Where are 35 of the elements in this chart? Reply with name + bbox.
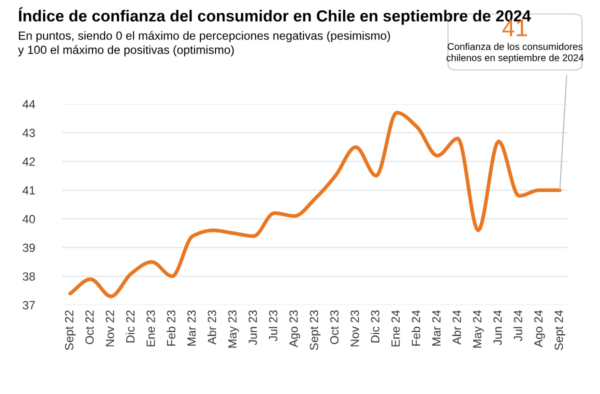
x-tick-label: May 23 xyxy=(228,310,239,348)
y-tick-label: 37 xyxy=(22,301,35,310)
x-tick-label: Jun 23 xyxy=(248,310,257,346)
x-tick-label: Feb 24 xyxy=(412,310,420,346)
y-tick-label: 42 xyxy=(22,157,35,166)
x-tick-label: Sept 22 xyxy=(64,310,76,350)
x-tick-label: Sept 23 xyxy=(310,310,321,350)
y-tick-label: 43 xyxy=(22,128,35,138)
y-tick-label: 44 xyxy=(22,100,36,108)
y-tick-label: 40 xyxy=(22,214,35,224)
annotation: Confianza de los consumidores chilenos en septiembre de 2024 xyxy=(446,42,584,64)
x-tick-label: Ene 24 xyxy=(391,310,400,346)
y-tick-label: 39 xyxy=(22,244,35,252)
x-tick-label: Abr 23 xyxy=(207,310,216,345)
x-tick-label: Ago 23 xyxy=(289,310,300,348)
x-tick-label: Jul 23 xyxy=(268,310,278,342)
x-tick-label: Oct 23 xyxy=(330,310,339,344)
x-tick-label: Feb 23 xyxy=(166,310,176,346)
x-tick-label: Mar 24 xyxy=(432,310,441,346)
x-tick-label: Dic 22 xyxy=(126,310,135,342)
chart-subtitle: En puntos, siendo 0 el máximo de percepciones negativas (pesimismo) y 100 el máximo de positivas (optimismo) xyxy=(18,31,390,56)
x-tick-label: Sept 24 xyxy=(554,310,566,350)
x-tick-label: Ene 23 xyxy=(146,310,155,346)
x-tick-label: Jun 24 xyxy=(493,310,502,346)
x-tick-label: Nov 23 xyxy=(350,310,359,346)
x-tick-label: Mar 23 xyxy=(187,310,196,346)
x-tick-label: Jul 24 xyxy=(514,310,522,342)
x-tick-label: Dic 23 xyxy=(370,310,380,342)
x-tick-label: Oct 22 xyxy=(85,310,94,344)
x-tick-label: Nov 22 xyxy=(106,310,114,346)
y-tick-label: 38 xyxy=(22,272,35,281)
x-tick-label: May 24 xyxy=(473,310,484,348)
x-tick-label: Ago 24 xyxy=(534,310,545,348)
y-tick-label: 41 xyxy=(22,186,35,194)
x-tick-label: Abr 24 xyxy=(452,310,461,345)
